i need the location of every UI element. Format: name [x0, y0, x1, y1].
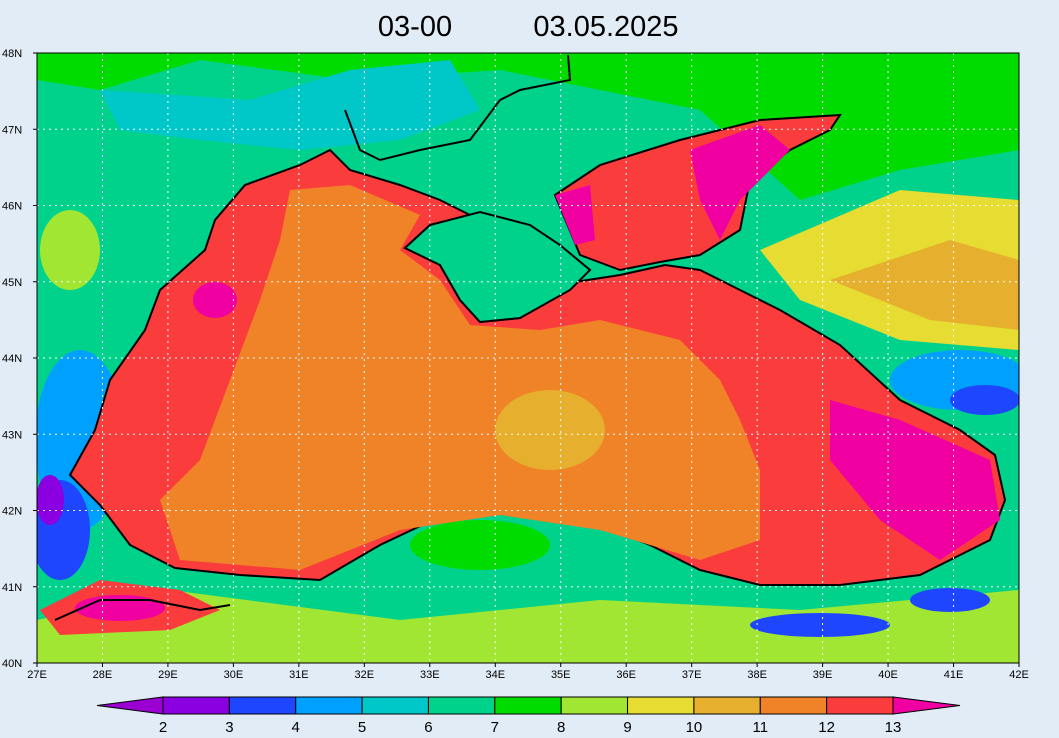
- colorbar-label: 11: [752, 719, 768, 736]
- colorbar-label: 9: [623, 719, 631, 736]
- title-time: 03-00: [378, 11, 452, 43]
- lat-label: 45N: [2, 277, 22, 289]
- colorbar-bin: [560, 696, 629, 715]
- colorbar-label: 7: [491, 719, 499, 736]
- lon-label: 35E: [551, 669, 571, 681]
- colorbar-bin: [427, 696, 496, 715]
- colorbar-label: 12: [818, 719, 835, 736]
- lon-label: 41E: [944, 669, 964, 681]
- colorbar-over: [892, 696, 961, 715]
- lat-label: 42N: [2, 506, 22, 518]
- lat-label: 46N: [2, 201, 22, 213]
- lat-label: 48N: [2, 48, 22, 60]
- colorbar-under: [96, 696, 164, 715]
- colorbar-bin: [228, 696, 297, 715]
- lat-label: 47N: [2, 124, 22, 136]
- lon-label: 36E: [616, 669, 636, 681]
- lat-label: 41N: [2, 582, 22, 594]
- colorbar-bin: [693, 696, 761, 715]
- graticule: [37, 53, 1019, 663]
- colorbar-label: 3: [225, 719, 233, 736]
- lat-label: 44N: [2, 353, 22, 365]
- lon-label: 42E: [1009, 669, 1029, 681]
- colorbar-bin: [627, 696, 695, 715]
- lon-label: 29E: [158, 669, 178, 681]
- lon-label: 27E: [27, 669, 47, 681]
- colorbar-label: 2: [159, 719, 167, 736]
- lon-label: 33E: [420, 669, 440, 681]
- colorbar-bin: [759, 696, 828, 715]
- colorbar-label: 6: [424, 719, 432, 736]
- colorbar-bin: [361, 696, 429, 715]
- colorbar-bin: [162, 696, 230, 715]
- colorbar-label: 5: [358, 719, 366, 736]
- lon-label: 39E: [813, 669, 833, 681]
- colorbar-bin: [826, 696, 894, 715]
- lat-label: 40N: [2, 658, 22, 670]
- colorbar-label: 10: [686, 719, 703, 736]
- colorbar: 2 3 4 5 6 7 8 9 10 11 12 13: [96, 696, 961, 736]
- colorbar-label: 8: [557, 719, 565, 736]
- lon-label: 40E: [878, 669, 898, 681]
- lat-label: 43N: [2, 429, 22, 441]
- sst-field: [37, 53, 1019, 663]
- lon-label: 31E: [289, 669, 309, 681]
- lon-label: 30E: [224, 669, 244, 681]
- title-date: 03.05.2025: [533, 11, 678, 43]
- lon-label: 28E: [93, 669, 113, 681]
- lon-label: 37E: [682, 669, 702, 681]
- lon-label: 34E: [485, 669, 505, 681]
- lon-label: 32E: [355, 669, 375, 681]
- colorbar-bin: [295, 696, 363, 715]
- colorbar-label: 13: [885, 719, 902, 736]
- colorbar-bin: [494, 696, 562, 715]
- lon-label: 38E: [747, 669, 767, 681]
- colorbar-label: 4: [292, 719, 300, 736]
